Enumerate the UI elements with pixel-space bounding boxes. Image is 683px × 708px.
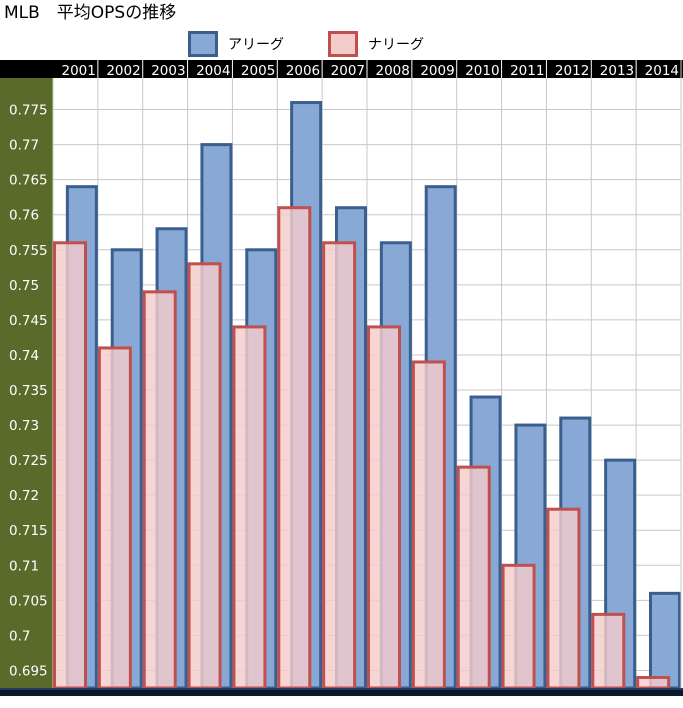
y-tick-label: 0.7 [9,628,30,644]
x-tick-label: 2013 [600,63,634,79]
x-tick-label: 2006 [286,63,320,79]
x-tick-label: 2008 [375,63,409,79]
legend-item-nl: ナリーグ [328,29,424,59]
y-tick-label: 0.705 [9,593,48,609]
bar-nl-2014 [636,675,671,690]
bar-nl-2013 [591,612,626,690]
x-tick-label: 2009 [420,63,454,79]
bar-nl-2004 [187,262,222,690]
legend-item-al: アリーグ [188,29,284,59]
y-tick-label: 0.73 [9,418,39,434]
y-tick-label: 0.755 [9,243,48,259]
bar-nl-2003 [142,290,177,690]
bar-nl-2002 [97,346,132,690]
y-tick-label: 0.765 [9,173,48,189]
y-tick-label: 0.735 [9,383,48,399]
x-tick-label: 2004 [196,63,230,79]
bar-nl-2012 [546,507,581,690]
y-tick-label: 0.775 [9,103,48,119]
x-tick-label: 2011 [510,63,544,79]
bar-nl-2001 [53,241,87,690]
y-tick-label: 0.745 [9,313,48,329]
legend-label-al: アリーグ [228,37,284,53]
bar-nl-2009 [411,360,446,690]
chart-baseline [0,688,683,696]
x-tick-label: 2003 [151,63,185,79]
y-tick-label: 0.695 [9,663,48,679]
legend-swatch-nl [328,31,358,57]
y-tick-label: 0.77 [9,138,39,154]
bar-nl-2008 [367,325,401,690]
x-axis-header-band [0,60,683,78]
y-tick-label: 0.715 [9,523,48,539]
bar-nl-2011 [501,563,536,690]
x-tick-label: 2014 [645,63,679,79]
y-tick-label: 0.71 [9,558,39,574]
bar-al-2014 [649,591,681,690]
x-tick-label: 2010 [465,63,499,79]
bar-nl-2007 [322,241,357,690]
bar-nl-2010 [456,465,491,690]
y-tick-label: 0.725 [9,453,48,469]
chart-title: MLB 平均OPSの推移 [4,3,177,23]
y-tick-label: 0.76 [9,208,39,224]
legend-swatch-al [188,31,218,57]
x-tick-label: 2012 [555,63,589,79]
x-tick-label: 2001 [61,63,95,79]
y-axis-band [0,60,53,688]
y-tick-label: 0.74 [9,348,39,364]
x-tick-label: 2005 [241,63,275,79]
legend-label-nl: ナリーグ [368,37,424,53]
x-tick-label: 2002 [106,63,140,79]
x-tick-label: 2007 [331,63,365,79]
y-tick-label: 0.75 [9,278,39,294]
y-tick-label: 0.72 [9,488,39,504]
bar-nl-2006 [277,206,312,690]
bar-nl-2005 [232,325,267,690]
